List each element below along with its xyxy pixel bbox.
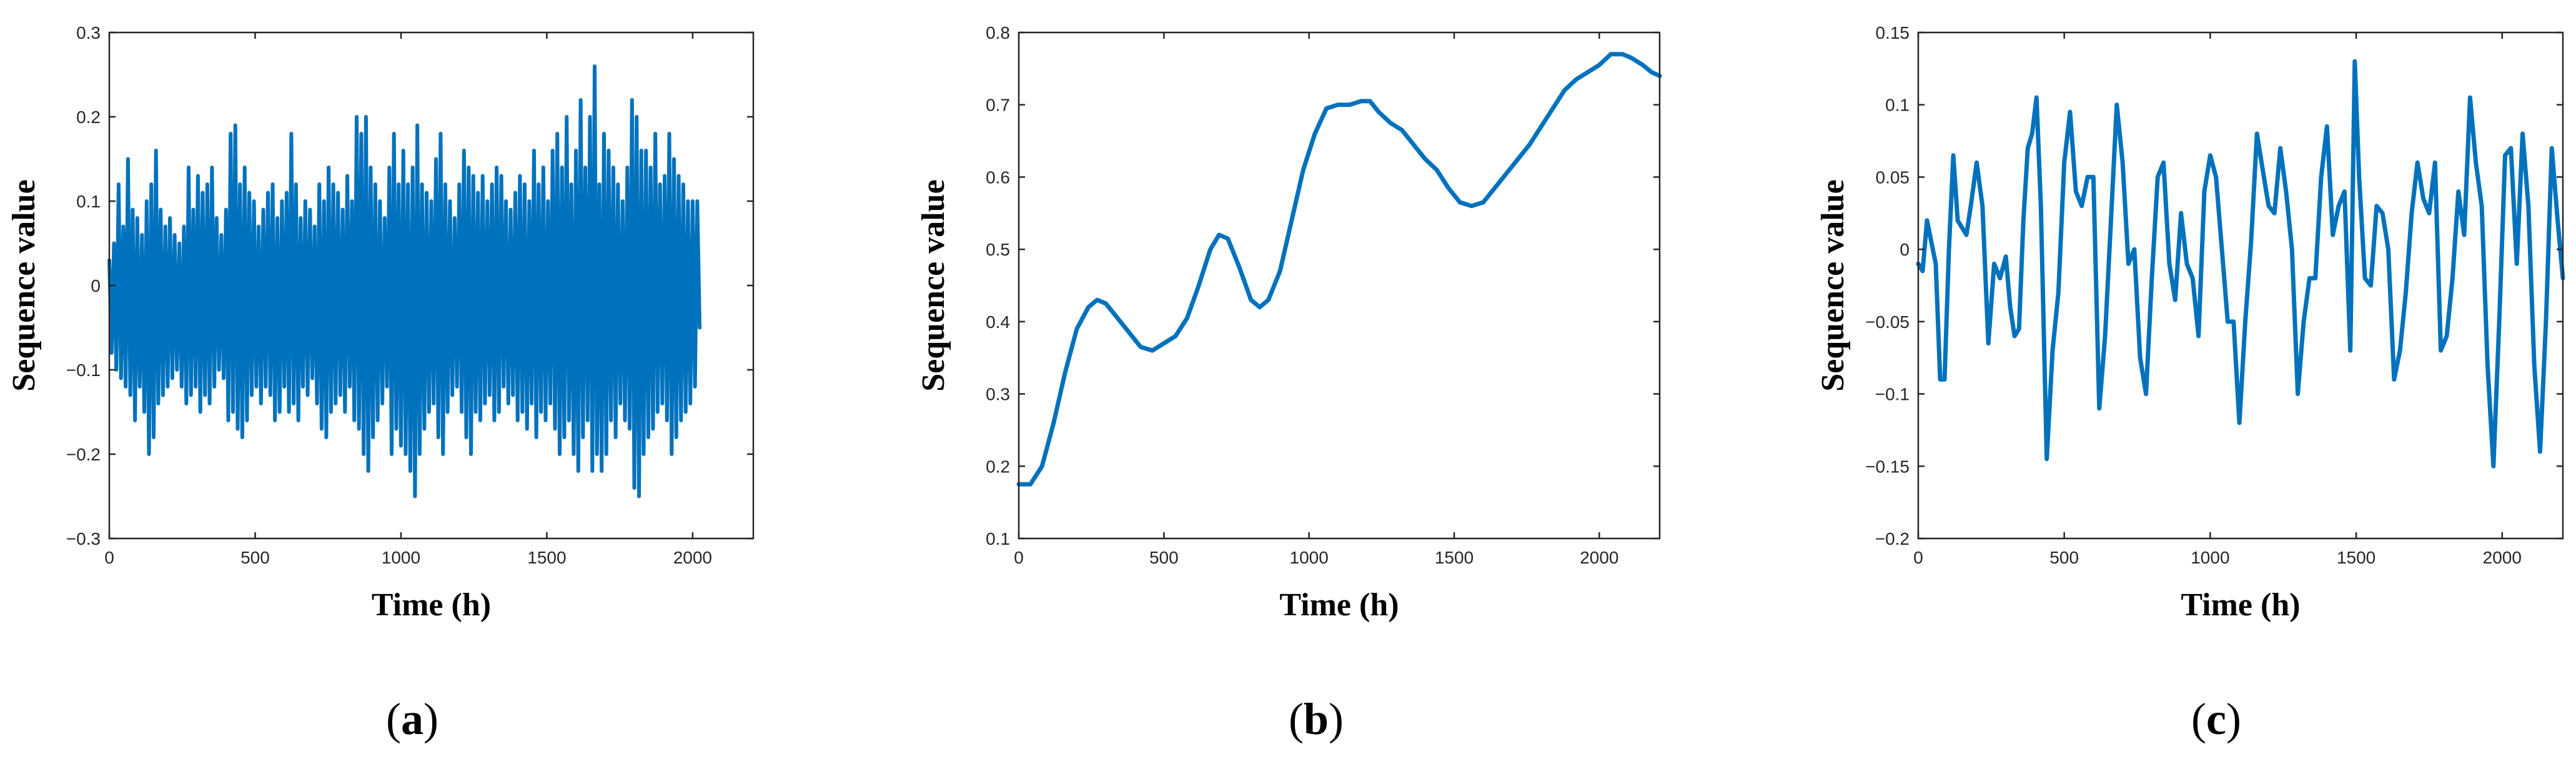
- x-axis-title: Time (h): [1279, 587, 1399, 623]
- x-axis-title: Time (h): [2181, 587, 2300, 623]
- y-tick-label: −0.1: [1875, 385, 1910, 404]
- x-tick-label: 500: [240, 548, 270, 567]
- panel-label-b: (b): [1289, 694, 1344, 744]
- series-line: [1016, 52, 1662, 487]
- y-tick-label: 0.2: [986, 457, 1010, 476]
- y-axis-title: Sequence value: [6, 179, 42, 391]
- y-tick-label: 0.5: [986, 240, 1010, 259]
- x-tick-label: 1500: [527, 548, 566, 567]
- y-tick-label: −0.1: [66, 360, 101, 380]
- chart-panel-c: (c) 0 500 1000 1500 2000 −0.2 −0.15 −0.1 −0.05 0 0…: [1815, 23, 2565, 744]
- x-tick-label: 2000: [673, 548, 712, 567]
- y-tick-label: −0.3: [66, 529, 101, 548]
- y-tick-label: 0.15: [1876, 23, 1910, 42]
- y-tick-label: 0: [91, 276, 101, 295]
- x-tick-label: 2000: [2483, 548, 2522, 567]
- y-tick-label: 0.7: [986, 96, 1010, 115]
- x-tick-label: 0: [1913, 548, 1923, 567]
- x-tick-label: 500: [1149, 548, 1179, 567]
- y-tick-label: 0.1: [1885, 96, 1910, 115]
- x-tick-label: 0: [104, 548, 114, 567]
- series-line: [1916, 59, 2565, 469]
- y-axis-title: Sequence value: [1815, 179, 1851, 391]
- x-tick-label: 1500: [2337, 548, 2375, 567]
- y-tick-label: 0.1: [76, 192, 101, 211]
- y-tick-label: 0: [1900, 240, 1910, 259]
- y-tick-label: 0.3: [76, 23, 101, 42]
- plot-frame: [1018, 31, 1661, 540]
- y-tick-label: 0.8: [986, 23, 1010, 42]
- series-line: [107, 64, 702, 499]
- y-tick-label: 0.2: [76, 107, 101, 127]
- y-tick-label: −0.15: [1865, 457, 1910, 476]
- y-tick-label: −0.2: [1875, 529, 1910, 548]
- y-axis-title: Sequence value: [916, 179, 951, 391]
- panel-label-a: (a): [386, 694, 438, 744]
- x-tick-label: 1000: [2191, 548, 2229, 567]
- chart-panel-a: (a) 0 500 1000 1500 2000 −0.3 −0.2 −0.1 0 0.1 0.2 0…: [6, 23, 755, 744]
- panel-label-c: (c): [2191, 694, 2241, 744]
- y-tick-label: 0.05: [1876, 167, 1910, 187]
- x-tick-label: 1000: [382, 548, 420, 567]
- y-tick-label: 0.1: [986, 529, 1010, 548]
- plot-frame: [1917, 31, 2564, 540]
- y-tick-label: 0.3: [986, 385, 1010, 404]
- x-axis-title: Time (h): [372, 587, 491, 623]
- x-tick-label: 1000: [1290, 548, 1329, 567]
- y-tick-label: 0.4: [986, 312, 1010, 332]
- y-tick-label: 0.6: [986, 167, 1010, 187]
- x-tick-label: 0: [1014, 548, 1024, 567]
- y-tick-label: −0.05: [1865, 312, 1910, 332]
- x-tick-label: 2000: [1580, 548, 1618, 567]
- y-tick-label: −0.2: [66, 445, 101, 464]
- x-tick-label: 500: [2049, 548, 2079, 567]
- chart-panel-b: (b) 0 500 1000 1500 2000 0.1 0.2 0.3 0.4 0.5 0.6 0.…: [916, 23, 1662, 744]
- x-tick-label: 1500: [1435, 548, 1474, 567]
